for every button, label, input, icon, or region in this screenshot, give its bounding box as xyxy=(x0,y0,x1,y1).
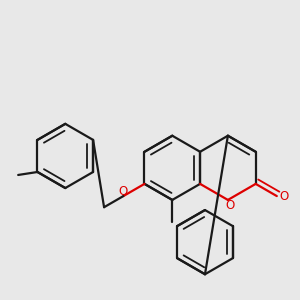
Text: O: O xyxy=(226,199,235,212)
Text: O: O xyxy=(119,185,128,198)
Text: O: O xyxy=(280,190,289,202)
